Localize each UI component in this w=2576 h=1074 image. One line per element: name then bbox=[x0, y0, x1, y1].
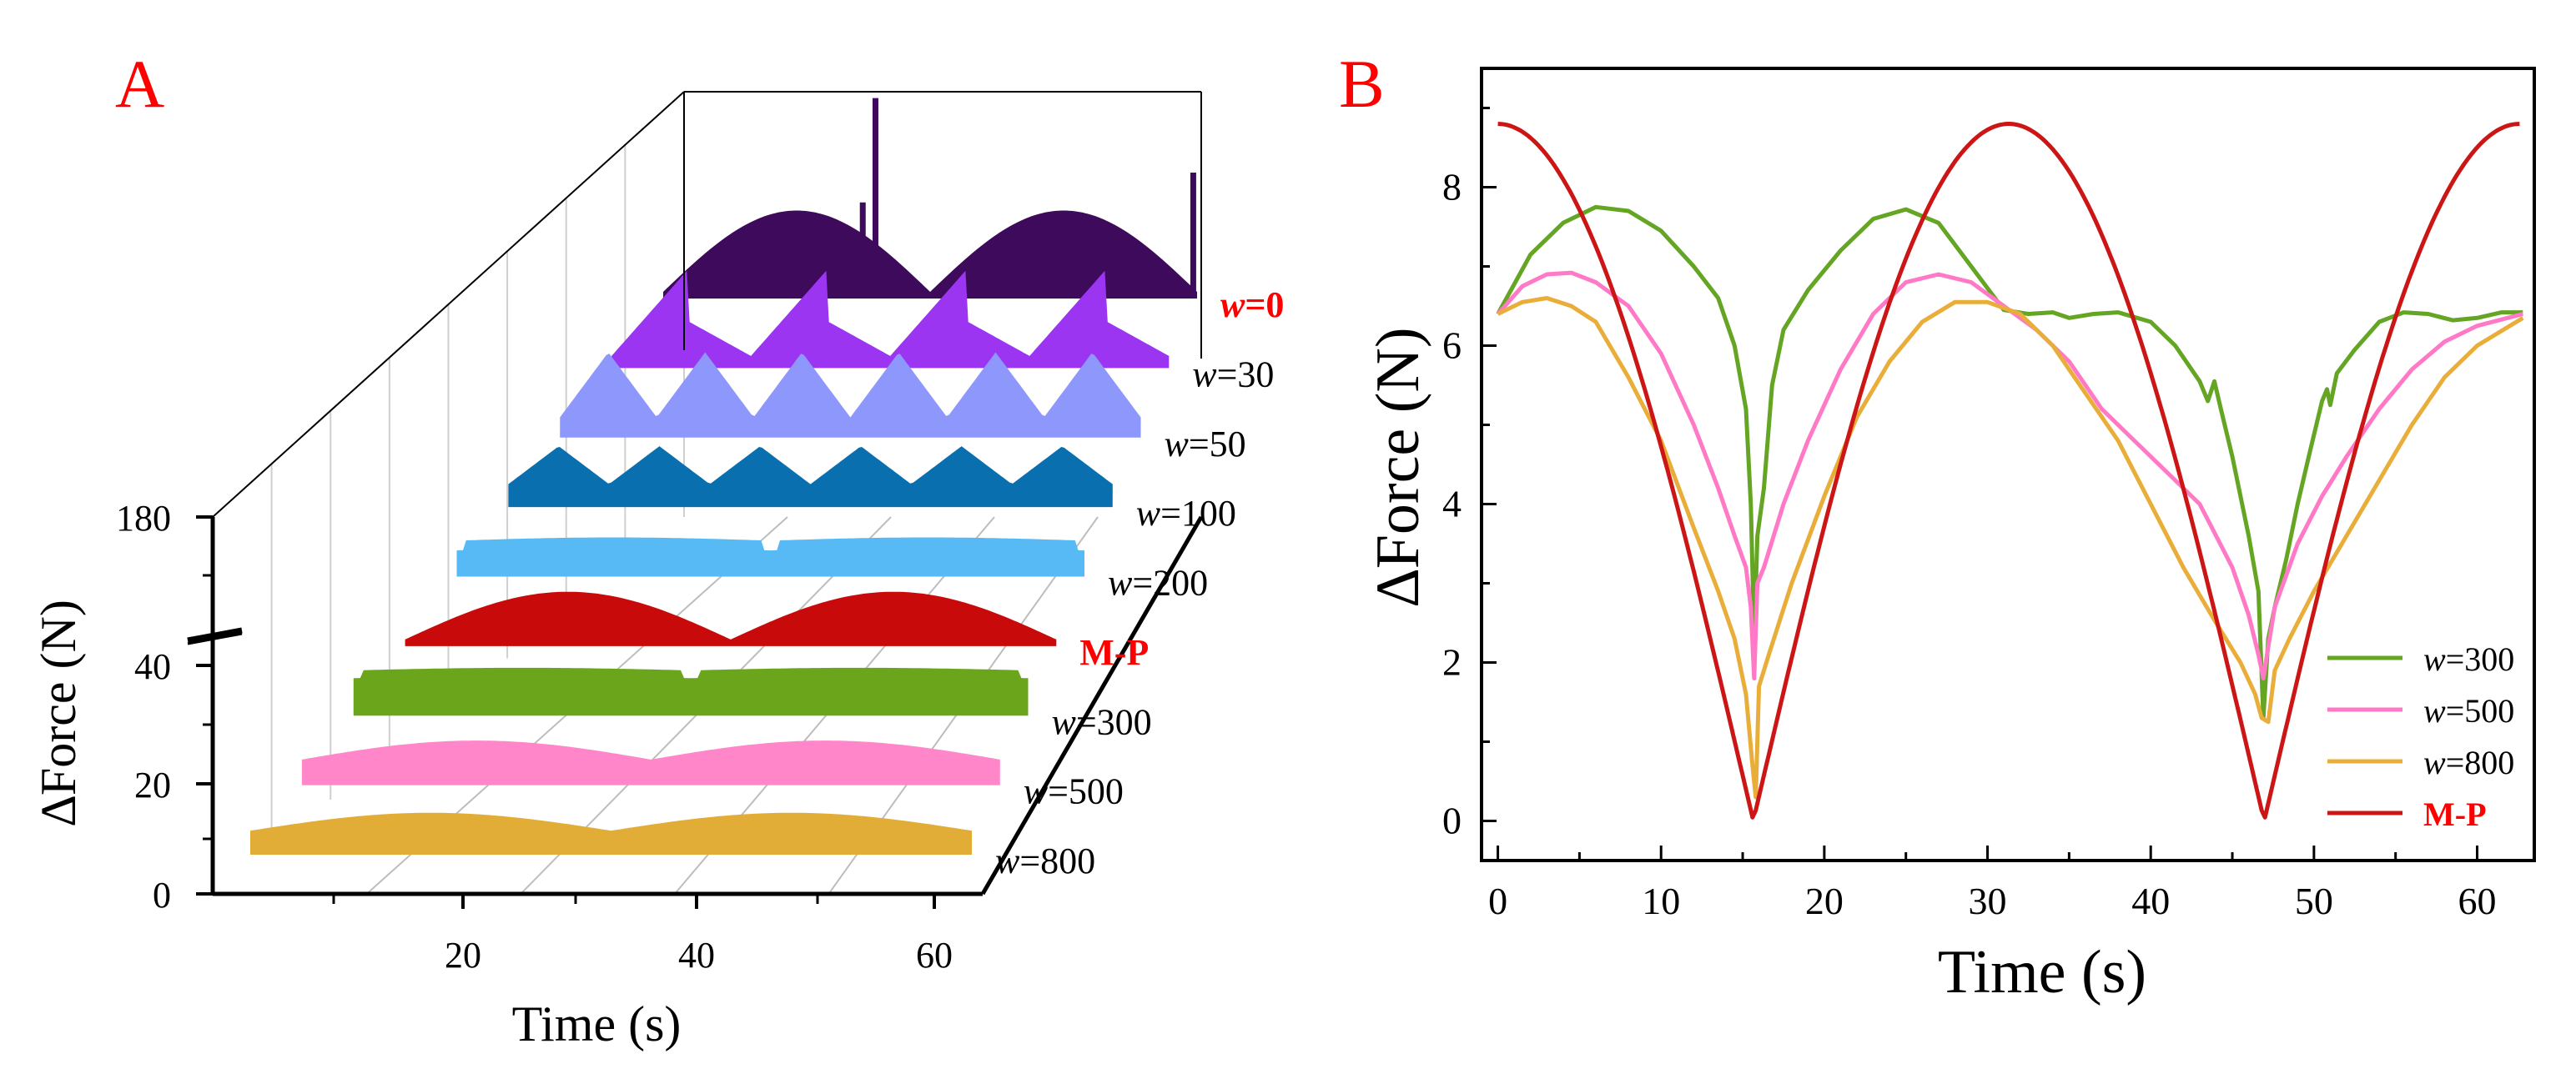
panel-a-series-ribbon bbox=[301, 740, 1000, 785]
label-value: =30 bbox=[1217, 354, 1275, 394]
label-value: =0 bbox=[1245, 284, 1284, 325]
panel-b-legend-label: M-P bbox=[2423, 795, 2487, 833]
label-variable: w bbox=[1108, 563, 1133, 604]
panel-a-y-tick-label: 40 bbox=[134, 646, 171, 687]
panel-a-series-ribbon bbox=[508, 446, 1113, 508]
legend-variable: w bbox=[2423, 692, 2446, 730]
label-value: =500 bbox=[1048, 771, 1124, 812]
panel-b-y-tick-label: 2 bbox=[1442, 641, 1462, 684]
panel-b-legend-label: w=500 bbox=[2423, 692, 2514, 730]
panel-b-y-tick-label: 6 bbox=[1442, 324, 1462, 367]
panel-b-x-tick-label: 40 bbox=[2131, 880, 2170, 922]
legend-value: =500 bbox=[2446, 692, 2515, 730]
panel-a-y-tick-label: 180 bbox=[116, 498, 171, 539]
label-value: M-P bbox=[1079, 632, 1149, 673]
label-variable: w bbox=[1192, 354, 1217, 394]
panel-b-y-tick-label: 0 bbox=[1442, 800, 1462, 842]
label-variable: w bbox=[1165, 424, 1190, 464]
panel-a-series-label: w=30 bbox=[1192, 354, 1274, 394]
label-value: =50 bbox=[1189, 424, 1246, 464]
panel-b-x-tick-label: 10 bbox=[1642, 880, 1680, 922]
panel-b-y-axis-label: ∆Force (N) bbox=[1364, 328, 1432, 607]
label-value: =200 bbox=[1132, 563, 1208, 604]
panel-a-series-ribbon bbox=[250, 812, 972, 855]
panel-a-series-label: w=300 bbox=[1052, 701, 1152, 742]
panel-a-series-label: w=50 bbox=[1165, 424, 1246, 464]
panel-a-x-axis-label: Time (s) bbox=[512, 996, 682, 1051]
panel-b-series-line bbox=[1496, 204, 2523, 720]
label-variable: w bbox=[1052, 701, 1077, 742]
panel-a-spike bbox=[1190, 173, 1196, 292]
panel-b-x-axis-label: Time (s) bbox=[1938, 938, 2146, 1006]
panel-b-series bbox=[1496, 122, 2524, 820]
panel-b-x-tick-label: 0 bbox=[1488, 880, 1507, 922]
legend-variable: w bbox=[2423, 744, 2446, 781]
panel-a-series-label: w=800 bbox=[995, 841, 1095, 881]
panel-a-axes bbox=[187, 91, 1204, 896]
panel-a-spike bbox=[872, 98, 878, 292]
panel-a-letter: A bbox=[115, 46, 164, 122]
panel-a-axis-break bbox=[187, 627, 243, 644]
panel-a-x-tick-label: 20 bbox=[445, 935, 481, 976]
panel-a-x-tick-label: 60 bbox=[916, 935, 953, 976]
panel-a-x-tick-label: 40 bbox=[678, 935, 715, 976]
panel-a-ticks: 0 20 40 180 20 40 60 bbox=[116, 498, 953, 976]
panel-b-plot-frame bbox=[1480, 67, 2536, 862]
legend-value: =800 bbox=[2446, 744, 2515, 781]
label-variable: w bbox=[1136, 493, 1161, 534]
panel-a-series-ribbon bbox=[663, 210, 1197, 299]
panel-a-series-ribbon bbox=[353, 667, 1029, 716]
legend-value: =300 bbox=[2446, 640, 2515, 678]
panel-a-y-axis-label: ∆Force (N) bbox=[31, 600, 86, 826]
panel-b-series-line bbox=[1497, 296, 2524, 800]
panel-a-axis-break bbox=[187, 632, 243, 645]
panel-a-y-tick-label: 20 bbox=[134, 765, 171, 806]
panel-b-letter: B bbox=[1339, 46, 1385, 122]
panel-b-series-line bbox=[1497, 122, 2520, 820]
label-value: =300 bbox=[1076, 701, 1152, 742]
label-variable: w bbox=[1220, 284, 1245, 325]
panel-b-legend-label: w=300 bbox=[2423, 640, 2514, 678]
panel-b-y-tick-label: 4 bbox=[1442, 483, 1462, 525]
panel-a-series-ribbon bbox=[560, 352, 1141, 438]
panel-a-series-label: w=500 bbox=[1024, 771, 1124, 812]
panel-a-series bbox=[250, 98, 1197, 855]
panel-b-y-tick-label: 8 bbox=[1442, 166, 1462, 208]
panel-b-x-tick-label: 20 bbox=[1805, 880, 1844, 922]
panel-a-series-ribbon bbox=[456, 537, 1084, 577]
legend-value: M-P bbox=[2423, 795, 2487, 833]
label-variable: w bbox=[995, 841, 1020, 881]
panel-b-x-tick-label: 50 bbox=[2295, 880, 2333, 922]
panel-a-series-label: M-P bbox=[1079, 632, 1149, 673]
panel-b-legend-label: w=800 bbox=[2423, 744, 2514, 781]
label-value: =100 bbox=[1160, 493, 1236, 534]
panel-b-ticks: 0 10 20 30 40 50 60 0 2 4 6 8 bbox=[1442, 107, 2497, 922]
panel-a-series-ribbon bbox=[611, 270, 1170, 369]
panel-a-series-ribbon bbox=[405, 591, 1057, 646]
panel-a-series-label: w=200 bbox=[1108, 563, 1208, 604]
label-variable: w bbox=[1024, 771, 1049, 812]
panel-a-series-label: w=100 bbox=[1136, 493, 1236, 534]
panel-b-x-tick-label: 30 bbox=[1969, 880, 2007, 922]
legend-variable: w bbox=[2423, 640, 2446, 678]
panel-a-y-tick-label: 0 bbox=[153, 875, 171, 916]
panel-a-depth-axis bbox=[980, 515, 1204, 896]
left-wall-top-edge bbox=[212, 91, 685, 518]
panel-b-x-tick-label: 60 bbox=[2458, 880, 2497, 922]
label-value: =800 bbox=[1019, 841, 1095, 881]
panel-a-series-label: w=0 bbox=[1220, 284, 1284, 325]
panel-a-spike bbox=[859, 202, 866, 292]
